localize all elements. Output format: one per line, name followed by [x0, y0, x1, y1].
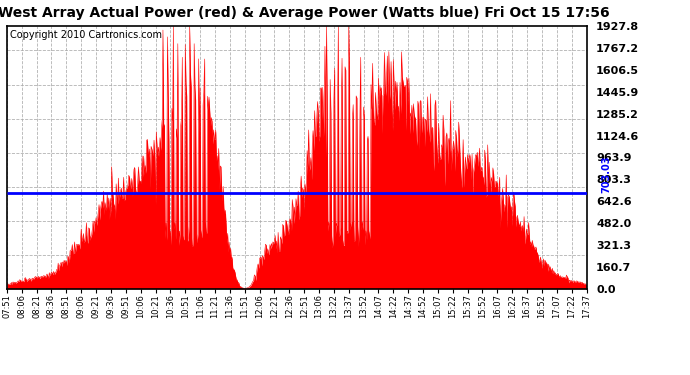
Text: 703.03: 703.03 [602, 156, 611, 193]
Text: Copyright 2010 Cartronics.com: Copyright 2010 Cartronics.com [10, 30, 161, 40]
Text: West Array Actual Power (red) & Average Power (Watts blue) Fri Oct 15 17:56: West Array Actual Power (red) & Average … [0, 6, 609, 20]
